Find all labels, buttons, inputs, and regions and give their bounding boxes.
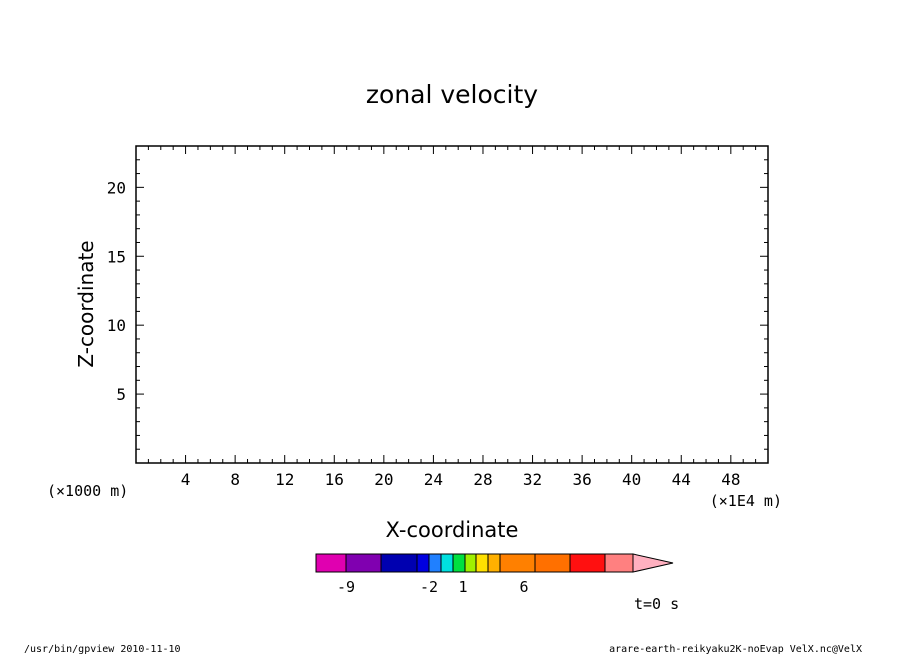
colorbar-label: 1	[458, 578, 467, 596]
colorbar-box	[440, 553, 454, 573]
colorbar-labels: -9 -2 1 6	[337, 578, 529, 596]
x-tick-label: 8	[230, 470, 240, 489]
x-tick-label: 40	[622, 470, 641, 489]
x-unit-label: (×1E4 m)	[710, 492, 782, 510]
axis-ticks	[135, 145, 769, 464]
footer-left: /usr/bin/gpview 2010-11-10	[24, 644, 181, 654]
footer-right: arare-earth-reikyaku2K-noEvap_VelX.nc@Ve…	[609, 644, 862, 654]
y-tick-label: 5	[116, 385, 126, 404]
x-tick-label: 44	[672, 470, 691, 489]
colorbar-box	[487, 553, 501, 573]
colorbar-box	[380, 553, 418, 573]
colorbar-label: 6	[519, 578, 528, 596]
colorbar-label: -2	[420, 578, 438, 596]
x-tick-labels: 4 8 12 16 20 24 28 32 36 40 44 48	[181, 470, 741, 489]
x-tick-label: 20	[374, 470, 393, 489]
colorbar-box	[452, 553, 466, 573]
plot-frame	[135, 145, 769, 464]
y-tick-labels: 5 10 15 20	[107, 178, 126, 404]
colorbar-label: -9	[337, 578, 355, 596]
x-tick-label: 28	[473, 470, 492, 489]
colorbar-box	[416, 553, 430, 573]
colorbar-box	[569, 553, 606, 573]
colorbar-box	[475, 553, 489, 573]
colorbar-box	[315, 553, 347, 573]
x-tick-label: 32	[523, 470, 542, 489]
x-tick-label: 24	[424, 470, 443, 489]
y-tick-label: 15	[107, 247, 126, 266]
y-axis-title: Z-coordinate	[74, 240, 98, 367]
time-label: t=0 s	[634, 595, 679, 613]
colorbar-box	[428, 553, 442, 573]
x-axis-title: X-coordinate	[386, 518, 519, 542]
x-tick-label: 4	[181, 470, 191, 489]
x-tick-label: 36	[572, 470, 591, 489]
colorbar-box	[345, 553, 382, 573]
colorbar-box	[534, 553, 571, 573]
colorbar	[315, 553, 674, 573]
y-tick-label: 20	[107, 178, 126, 197]
x-tick-label: 48	[721, 470, 740, 489]
colorbar-box	[604, 553, 634, 573]
x-tick-label: 12	[275, 470, 294, 489]
x-tick-label: 16	[325, 470, 344, 489]
chart-title: zonal velocity	[366, 80, 538, 109]
colorbar-box	[499, 553, 536, 573]
colorbar-arrow	[632, 553, 674, 573]
y-unit-label: (×1000 m)	[47, 482, 128, 500]
y-tick-label: 10	[107, 316, 126, 335]
colorbar-box	[464, 553, 477, 573]
